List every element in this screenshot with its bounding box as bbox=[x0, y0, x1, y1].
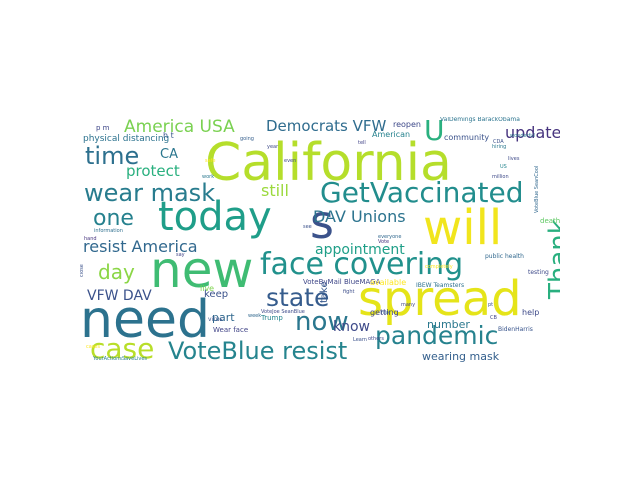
word-p-m: p m bbox=[96, 124, 110, 132]
word-testing: testing bbox=[528, 269, 549, 276]
word-case: case bbox=[90, 332, 155, 363]
word-say: say bbox=[176, 252, 185, 258]
word-will: will bbox=[423, 200, 503, 256]
word-death: death bbox=[540, 217, 560, 225]
word-part: part bbox=[212, 311, 235, 324]
word-keep: keep bbox=[204, 289, 229, 300]
word-votebymail-bluemaga: VoteByMail BlueMAGA bbox=[303, 278, 381, 286]
word-week: week bbox=[248, 313, 262, 319]
word-community: community bbox=[444, 133, 490, 142]
word-resist-america: resist America bbox=[83, 237, 198, 256]
word-hiring: hiring bbox=[492, 144, 507, 150]
word-safe: safe bbox=[205, 158, 216, 164]
word-face-covering: face covering bbox=[260, 247, 464, 282]
word-completely: completely bbox=[425, 264, 453, 270]
word-vfw-dav: VFW DAV bbox=[87, 288, 152, 304]
word-getting: getting bbox=[370, 308, 399, 317]
word-wonderful: wonderful bbox=[510, 133, 535, 139]
word-day: day bbox=[98, 260, 135, 284]
word-fight: fight bbox=[343, 289, 355, 295]
word-update: update bbox=[505, 123, 560, 142]
word-new: new bbox=[150, 241, 254, 299]
word-one: one bbox=[93, 206, 134, 231]
word-still: still bbox=[261, 181, 289, 200]
word-cda: CDA bbox=[493, 139, 504, 145]
word-million: million bbox=[492, 174, 509, 180]
word-dav-unions: DAV Unions bbox=[313, 207, 406, 226]
word-close: close bbox=[80, 264, 85, 277]
word-available: available bbox=[370, 278, 407, 287]
word-american: American bbox=[372, 130, 411, 139]
word-learn: Learn bbox=[353, 337, 367, 343]
word-voteblue-resist: VoteBlue resist bbox=[168, 337, 348, 363]
word-wear-face: Wear face bbox=[213, 326, 249, 334]
word-s: s bbox=[310, 195, 334, 249]
word-work: work bbox=[202, 174, 215, 180]
word-ibew-teamsters: IBEW Teamsters bbox=[416, 282, 465, 289]
word-others: others bbox=[368, 336, 384, 342]
word-pt: pt bbox=[488, 302, 494, 308]
word-state: state bbox=[266, 283, 330, 312]
word-voteblue-seancool: VoteBlue SeanCool bbox=[534, 165, 540, 213]
word-virus: virus bbox=[208, 316, 223, 323]
word-bidenharris: BidenHarris bbox=[498, 326, 533, 333]
word-information: information bbox=[94, 228, 123, 234]
word-thank: Thank bbox=[544, 219, 560, 299]
word-reopen: reopen bbox=[393, 120, 421, 129]
word-wearing-mask: wearing mask bbox=[422, 350, 500, 363]
word-youractionssavelives: YourActionsSaveLives bbox=[93, 356, 148, 362]
word-ca: CA bbox=[160, 147, 178, 162]
word-us: US bbox=[500, 164, 507, 170]
word-risk: risk bbox=[381, 310, 390, 316]
word-lives: lives bbox=[508, 156, 520, 162]
word-public-health: public health bbox=[485, 253, 524, 260]
word-year: year bbox=[267, 144, 279, 150]
word-u: U bbox=[424, 117, 445, 147]
word-help: help bbox=[522, 308, 540, 317]
word-now: now bbox=[295, 307, 349, 337]
word-everyone: everyone bbox=[378, 234, 402, 240]
word-cloud: California today new need spread will s … bbox=[80, 117, 560, 363]
word-protect: protect bbox=[126, 162, 180, 180]
word-time: time bbox=[85, 142, 140, 170]
word-votejoe-seanblue: VoteJoe SeanBlue bbox=[261, 309, 305, 315]
word-cases: cases bbox=[86, 344, 101, 350]
word-spread: spread bbox=[358, 271, 522, 327]
word-live: live bbox=[200, 284, 215, 293]
word-valdemings-barackobama: ValDemings BarackObama bbox=[440, 117, 520, 123]
word-democrats-vfw: Democrats VFW bbox=[266, 117, 387, 135]
word-wear-mask: wear mask bbox=[84, 179, 216, 207]
word-tell: tell bbox=[358, 140, 366, 146]
word-physical-distancing: physical distancing bbox=[83, 134, 170, 144]
word-know: know bbox=[333, 319, 370, 335]
word-appointment: appointment bbox=[315, 242, 405, 258]
word-california: California bbox=[205, 133, 452, 193]
word-even: even bbox=[284, 158, 297, 164]
word-h-t: h t bbox=[163, 131, 174, 140]
word-need: need bbox=[80, 290, 210, 350]
word-hand: hand bbox=[84, 236, 97, 242]
word-see: see bbox=[303, 224, 312, 230]
word-going: going bbox=[240, 136, 254, 142]
word-many: many bbox=[401, 302, 416, 308]
word-number: number bbox=[427, 318, 470, 331]
word-america-usa: America USA bbox=[124, 117, 235, 137]
word-cb: CB bbox=[490, 315, 497, 321]
word-getvaccinated: GetVaccinated bbox=[320, 176, 524, 209]
word-trump: Trump bbox=[261, 314, 283, 322]
word-vote: Vote bbox=[378, 239, 390, 245]
word-pandemic: pandemic bbox=[375, 321, 499, 350]
word-today: today bbox=[158, 194, 272, 240]
